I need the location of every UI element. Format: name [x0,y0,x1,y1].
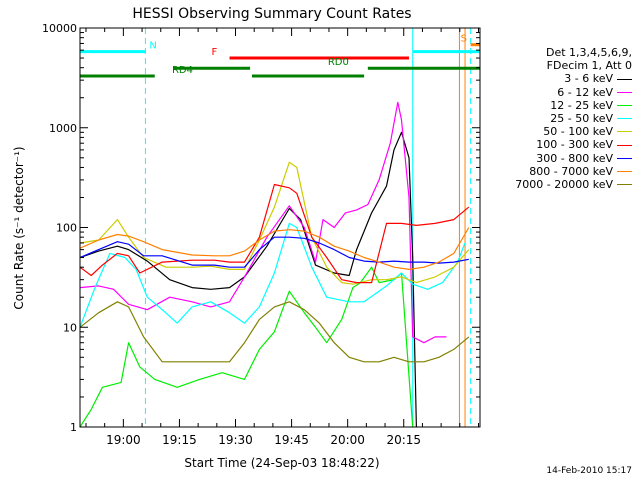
series-line-3 [79,222,466,328]
legend-header-line-1: Det 1,3,4,5,6,9, [545,46,632,59]
series-line-1 [79,101,447,344]
flag-label-0: N [149,41,156,52]
legend-entry-label: 300 - 800 keV [536,151,613,165]
x-tick-label-3: 19:45 [274,433,309,447]
legend-entry-label: 12 - 25 keV [550,98,613,112]
legend-entry-7: 800 - 7000 keV [498,165,632,178]
legend-swatch [617,157,632,159]
legend-entry-label: 50 - 100 keV [543,125,613,139]
legend-entry-label: 6 - 12 keV [557,85,613,99]
legend-entry-5: 100 - 300 keV [498,138,632,151]
series-line-5 [79,183,470,284]
flag-label-4: S [461,34,467,45]
legend: Det 1,3,4,5,6,9, FDecim 1, Att 0 3 - 6 k… [498,46,632,191]
generation-timestamp: 14-Feb-2010 15:17 [546,466,632,476]
legend-entry-8: 7000 - 20000 keV [498,178,632,191]
legend-swatch [617,104,632,106]
legend-swatch [617,184,632,186]
legend-entry-6: 300 - 800 keV [498,152,632,165]
legend-entry-2: 12 - 25 keV [498,99,632,112]
legend-swatch [617,131,632,133]
legend-entry-1: 6 - 12 keV [498,86,632,99]
flag-label-3: RD4 [172,65,193,76]
legend-entry-label: 800 - 7000 keV [529,164,613,178]
legend-swatch [617,78,632,80]
x-tick-label-5: 20:15 [386,433,421,447]
legend-entry-label: 25 - 50 keV [550,112,613,126]
legend-swatch [617,118,632,120]
legend-header-line-2: FDecim 1, Att 0 [546,59,632,73]
x-tick-label-1: 19:15 [162,433,197,447]
series-line-8 [79,301,470,363]
x-tick-label-2: 19:30 [218,433,253,447]
series-line-2 [79,266,414,428]
y-tick-label-1: 10 [63,321,77,334]
y-tick-label-2: 100 [56,222,77,235]
legend-entry-label: 7000 - 20000 keV [515,178,613,192]
series-line-4 [79,161,470,285]
x-tick-label-0: 19:00 [106,433,141,447]
legend-entry-4: 50 - 100 keV [498,125,632,138]
chart-title: HESSI Observing Summary Count Rates [132,6,411,22]
series-line-0 [79,131,417,428]
legend-entry-3: 25 - 50 keV [498,112,632,125]
x-tick-label-4: 20:00 [330,433,365,447]
flag-label-1: F [212,47,218,58]
y-tick-label-0: 1 [70,421,77,434]
y-tick-label-3: 1000 [49,122,77,135]
y-axis-label: Count Rate (s⁻¹ detector⁻¹) [12,146,26,309]
legend-entry-label: 100 - 300 keV [536,138,613,152]
legend-swatch [617,144,632,146]
flag-label-2: RD0 [328,57,349,68]
plot-area: N F RD0 RD4 S 1 10 100 1000 10000 19:00 19:15 19:30 1… [42,22,481,447]
legend-swatch [617,170,632,172]
series-line-7 [79,227,470,270]
series-line-6 [79,236,469,268]
legend-entry-label: 3 - 6 keV [564,72,613,86]
x-axis-label: Start Time (24-Sep-03 18:48:22) [184,456,379,470]
legend-entries: 3 - 6 keV 6 - 12 keV 12 - 25 keV 25 - 50 ke… [498,72,632,191]
y-tick-label-4: 10000 [42,22,77,35]
legend-swatch [617,91,632,93]
legend-entry-0: 3 - 6 keV [498,72,632,85]
